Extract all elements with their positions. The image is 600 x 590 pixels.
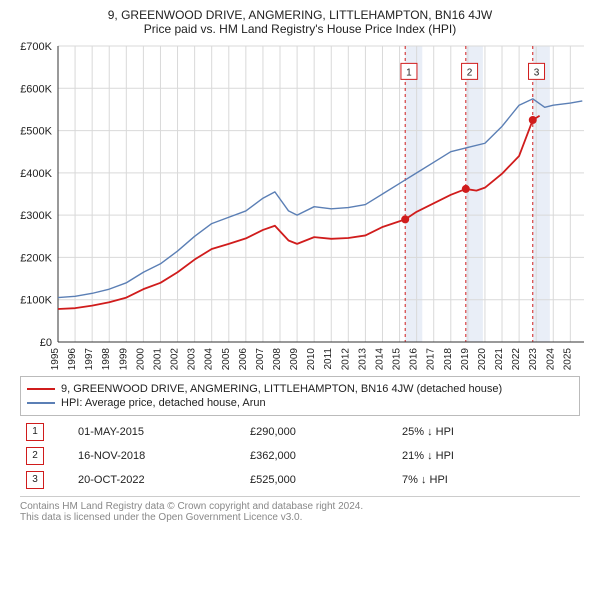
svg-text:£700K: £700K (20, 41, 52, 53)
txn-delta: 21% ↓ HPI (396, 444, 580, 468)
footer-line: This data is licensed under the Open Gov… (20, 512, 580, 523)
svg-text:£500K: £500K (20, 126, 52, 138)
svg-text:2002: 2002 (170, 348, 181, 370)
svg-text:2023: 2023 (528, 348, 539, 370)
svg-text:2: 2 (467, 67, 473, 78)
svg-text:2020: 2020 (477, 348, 488, 370)
txn-delta: 25% ↓ HPI (396, 420, 580, 444)
svg-text:2010: 2010 (306, 348, 317, 370)
txn-price: £290,000 (244, 420, 396, 444)
transaction-table: 1 01-MAY-2015£290,00025% ↓ HPI 2 16-NOV-201… (20, 420, 580, 492)
svg-text:1997: 1997 (84, 348, 95, 370)
legend-item: HPI: Average price, detached house, Arun (27, 397, 573, 409)
txn-number-box: 1 (26, 423, 44, 441)
svg-text:£400K: £400K (20, 168, 52, 180)
txn-date: 01-MAY-2015 (72, 420, 244, 444)
footer-line: Contains HM Land Registry data © Crown c… (20, 501, 580, 512)
svg-text:£300K: £300K (20, 210, 52, 222)
txn-price: £362,000 (244, 444, 396, 468)
chart-title: 9, GREENWOOD DRIVE, ANGMERING, LITTLEHAM… (10, 8, 590, 22)
svg-text:2004: 2004 (204, 348, 215, 370)
line-chart: £0 £100K £200K £300K £400K £500K £600K £700K 199… (10, 40, 590, 370)
svg-text:2017: 2017 (426, 348, 437, 370)
svg-text:£0: £0 (40, 337, 52, 349)
svg-text:2003: 2003 (187, 348, 198, 370)
svg-text:£200K: £200K (20, 252, 52, 264)
svg-text:2006: 2006 (238, 348, 249, 370)
svg-text:2011: 2011 (323, 348, 334, 370)
svg-text:1: 1 (406, 67, 412, 78)
chart-area: £0 £100K £200K £300K £400K £500K £600K £700K 199… (10, 40, 590, 370)
svg-text:2007: 2007 (255, 348, 266, 370)
svg-text:1999: 1999 (118, 348, 129, 370)
legend: 9, GREENWOOD DRIVE, ANGMERING, LITTLEHAM… (20, 376, 580, 416)
svg-text:2000: 2000 (135, 348, 146, 370)
svg-text:1995: 1995 (50, 348, 61, 370)
txn-number-box: 2 (26, 447, 44, 465)
svg-text:1998: 1998 (101, 348, 112, 370)
svg-text:2022: 2022 (511, 348, 522, 370)
table-row: 2 16-NOV-2018£362,00021% ↓ HPI (20, 444, 580, 468)
svg-text:2018: 2018 (443, 348, 454, 370)
svg-text:2005: 2005 (221, 348, 232, 370)
svg-text:2024: 2024 (545, 348, 556, 370)
svg-text:2012: 2012 (340, 348, 351, 370)
svg-text:2014: 2014 (374, 348, 385, 370)
svg-text:2015: 2015 (392, 348, 403, 370)
svg-text:£100K: £100K (20, 295, 52, 307)
legend-swatch (27, 402, 55, 404)
svg-text:2008: 2008 (272, 348, 283, 370)
txn-date: 20-OCT-2022 (72, 468, 244, 492)
table-row: 1 01-MAY-2015£290,00025% ↓ HPI (20, 420, 580, 444)
txn-price: £525,000 (244, 468, 396, 492)
svg-text:2021: 2021 (494, 348, 505, 370)
table-row: 3 20-OCT-2022£525,0007% ↓ HPI (20, 468, 580, 492)
svg-text:2013: 2013 (357, 348, 368, 370)
svg-text:1996: 1996 (67, 348, 78, 370)
svg-text:2019: 2019 (460, 348, 471, 370)
legend-swatch (27, 388, 55, 390)
legend-item: 9, GREENWOOD DRIVE, ANGMERING, LITTLEHAM… (27, 383, 573, 395)
svg-text:2001: 2001 (152, 348, 163, 370)
svg-text:2025: 2025 (562, 348, 573, 370)
attribution-footer: Contains HM Land Registry data © Crown c… (20, 496, 580, 523)
svg-text:£600K: £600K (20, 83, 52, 95)
legend-label: HPI: Average price, detached house, Arun (61, 397, 266, 409)
txn-date: 16-NOV-2018 (72, 444, 244, 468)
svg-text:3: 3 (534, 67, 540, 78)
svg-text:2009: 2009 (289, 348, 300, 370)
svg-text:2016: 2016 (409, 348, 420, 370)
legend-label: 9, GREENWOOD DRIVE, ANGMERING, LITTLEHAM… (61, 383, 502, 395)
txn-number-box: 3 (26, 471, 44, 489)
chart-subtitle: Price paid vs. HM Land Registry's House … (10, 22, 590, 36)
txn-delta: 7% ↓ HPI (396, 468, 580, 492)
